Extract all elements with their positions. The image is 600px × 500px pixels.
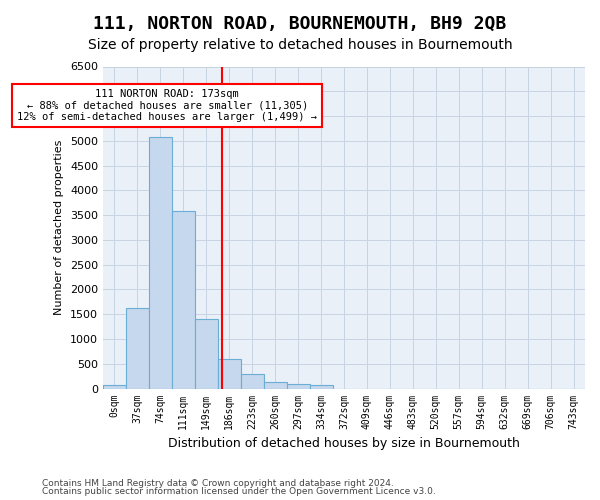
Bar — [241, 374, 263, 388]
Y-axis label: Number of detached properties: Number of detached properties — [55, 140, 64, 315]
Bar — [310, 385, 332, 388]
Bar — [287, 384, 310, 388]
Text: Contains HM Land Registry data © Crown copyright and database right 2024.: Contains HM Land Registry data © Crown c… — [42, 478, 394, 488]
Bar — [218, 360, 241, 388]
Bar — [103, 385, 126, 388]
Text: Size of property relative to detached houses in Bournemouth: Size of property relative to detached ho… — [88, 38, 512, 52]
Bar — [195, 319, 218, 388]
Bar — [149, 137, 172, 388]
X-axis label: Distribution of detached houses by size in Bournemouth: Distribution of detached houses by size … — [168, 437, 520, 450]
Bar — [172, 212, 195, 388]
Bar — [263, 382, 287, 388]
Text: 111 NORTON ROAD: 173sqm
← 88% of detached houses are smaller (11,305)
12% of sem: 111 NORTON ROAD: 173sqm ← 88% of detache… — [17, 89, 317, 122]
Text: 111, NORTON ROAD, BOURNEMOUTH, BH9 2QB: 111, NORTON ROAD, BOURNEMOUTH, BH9 2QB — [94, 15, 506, 33]
Text: Contains public sector information licensed under the Open Government Licence v3: Contains public sector information licen… — [42, 487, 436, 496]
Bar — [126, 308, 149, 388]
